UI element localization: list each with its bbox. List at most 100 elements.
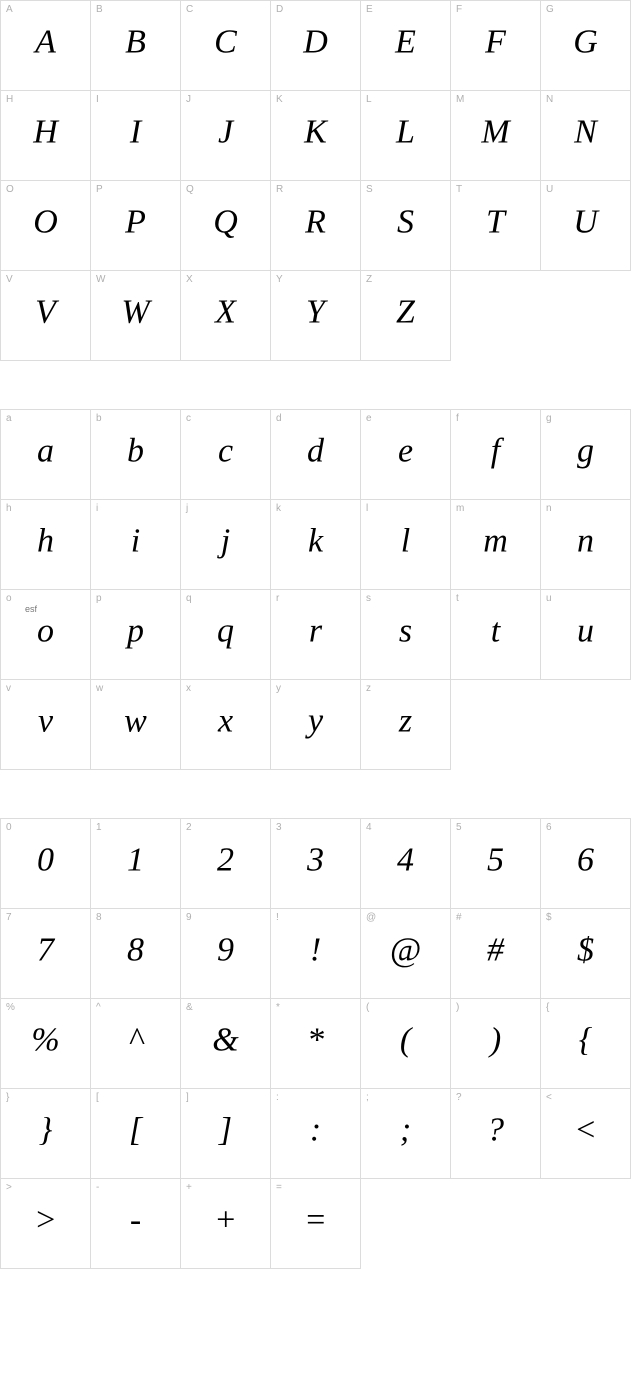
glyph-label: O: [6, 184, 14, 195]
glyph-cell: OO: [1, 181, 91, 271]
glyph-label: %: [6, 1002, 15, 1013]
glyph-character: W: [121, 295, 149, 329]
glyph-cell: 55: [451, 819, 541, 909]
glyph-cell: YY: [271, 271, 361, 361]
glyph-label: E: [366, 4, 373, 15]
glyph-label: c: [186, 413, 191, 424]
glyph-label: M: [456, 94, 464, 105]
glyph-label: $: [546, 912, 552, 923]
glyph-label: {: [546, 1002, 549, 1013]
glyph-character: m: [483, 524, 508, 558]
glyph-cell: 33: [271, 819, 361, 909]
glyph-character: ]: [219, 1113, 232, 1147]
glyph-cell: pp: [91, 590, 181, 680]
glyph-label: ^: [96, 1002, 101, 1013]
glyph-character: 3: [307, 843, 324, 877]
glyph-cell: 77: [1, 909, 91, 999]
glyph-character: D: [303, 25, 328, 59]
glyph-cell: >>: [1, 1179, 91, 1269]
glyph-cell: ff: [451, 410, 541, 500]
glyph-character: 4: [397, 843, 414, 877]
glyph-character: +: [214, 1203, 237, 1237]
glyph-label: X: [186, 274, 193, 285]
glyph-label: f: [456, 413, 459, 424]
glyph-character: w: [124, 704, 147, 738]
glyph-label: W: [96, 274, 105, 285]
glyph-label: Y: [276, 274, 283, 285]
glyph-character: 1: [127, 843, 144, 877]
glyph-cell: MM: [451, 91, 541, 181]
glyph-cell: XX: [181, 271, 271, 361]
glyph-cell: dd: [271, 410, 361, 500]
glyph-character: =: [304, 1203, 327, 1237]
glyph-cell: **: [271, 999, 361, 1089]
glyph-label: u: [546, 593, 552, 604]
glyph-label: 3: [276, 822, 282, 833]
glyph-character: s: [399, 614, 412, 648]
glyph-label: D: [276, 4, 283, 15]
glyph-character: $: [577, 933, 594, 967]
glyph-character: 5: [487, 843, 504, 877]
glyph-cell: UU: [541, 181, 631, 271]
glyph-character: P: [125, 205, 146, 239]
glyph-character: l: [401, 524, 410, 558]
glyph-character: M: [481, 115, 509, 149]
glyph-note: esf: [25, 604, 37, 614]
glyph-label: S: [366, 184, 373, 195]
glyph-label: z: [366, 683, 371, 694]
glyph-character: d: [307, 434, 324, 468]
glyph-character: q: [217, 614, 234, 648]
glyph-cell: HH: [1, 91, 91, 181]
glyph-character: F: [485, 25, 506, 59]
glyph-label: w: [96, 683, 103, 694]
glyph-cell: LL: [361, 91, 451, 181]
glyph-label: F: [456, 4, 462, 15]
glyph-character: >: [34, 1203, 57, 1237]
glyph-character: {: [579, 1023, 593, 1057]
glyph-label: 5: [456, 822, 462, 833]
glyph-character: X: [215, 295, 236, 329]
glyph-cell: yy: [271, 680, 361, 770]
glyph-cell: {{: [541, 999, 631, 1089]
glyph-cell: ::: [271, 1089, 361, 1179]
glyph-cell: &&: [181, 999, 271, 1089]
glyph-cell: FF: [451, 1, 541, 91]
glyph-character: O: [33, 205, 58, 239]
glyph-character: ?: [487, 1113, 504, 1147]
glyph-label: 9: [186, 912, 192, 923]
glyph-label: C: [186, 4, 193, 15]
glyph-cell: ll: [361, 500, 451, 590]
glyph-label: K: [276, 94, 283, 105]
glyph-label: -: [96, 1182, 99, 1193]
glyph-cell: vv: [1, 680, 91, 770]
glyph-cell: kk: [271, 500, 361, 590]
glyph-cell: gg: [541, 410, 631, 500]
glyph-cell: 99: [181, 909, 271, 999]
section-numbers-symbols: 00112233445566778899!!@@##$$%%^^&&**(())…: [0, 818, 631, 1269]
glyph-cell: cc: [181, 410, 271, 500]
glyph-cell: <<: [541, 1089, 631, 1179]
glyph-label: R: [276, 184, 283, 195]
glyph-cell: II: [91, 91, 181, 181]
glyph-character: Y: [306, 295, 325, 329]
glyph-label: j: [186, 503, 188, 514]
glyph-character: u: [577, 614, 594, 648]
glyph-label: I: [96, 94, 99, 105]
glyph-character: Q: [213, 205, 238, 239]
glyph-cell: NN: [541, 91, 631, 181]
glyph-character: &: [212, 1023, 238, 1057]
glyph-character: z: [399, 704, 412, 738]
section-uppercase: AABBCCDDEEFFGGHHIIJJKKLLMMNNOOPPQQRRSSTT…: [0, 0, 631, 361]
glyph-label: k: [276, 503, 281, 514]
glyph-cell: 88: [91, 909, 181, 999]
glyph-label: x: [186, 683, 191, 694]
glyph-cell: hh: [1, 500, 91, 590]
glyph-character: T: [486, 205, 505, 239]
glyph-label: :: [276, 1092, 279, 1103]
glyph-character: -: [130, 1203, 141, 1237]
glyph-cell: ee: [361, 410, 451, 500]
glyph-label: 7: [6, 912, 12, 923]
glyph-label: 4: [366, 822, 372, 833]
glyph-cell: CC: [181, 1, 271, 91]
glyph-cell: ++: [181, 1179, 271, 1269]
